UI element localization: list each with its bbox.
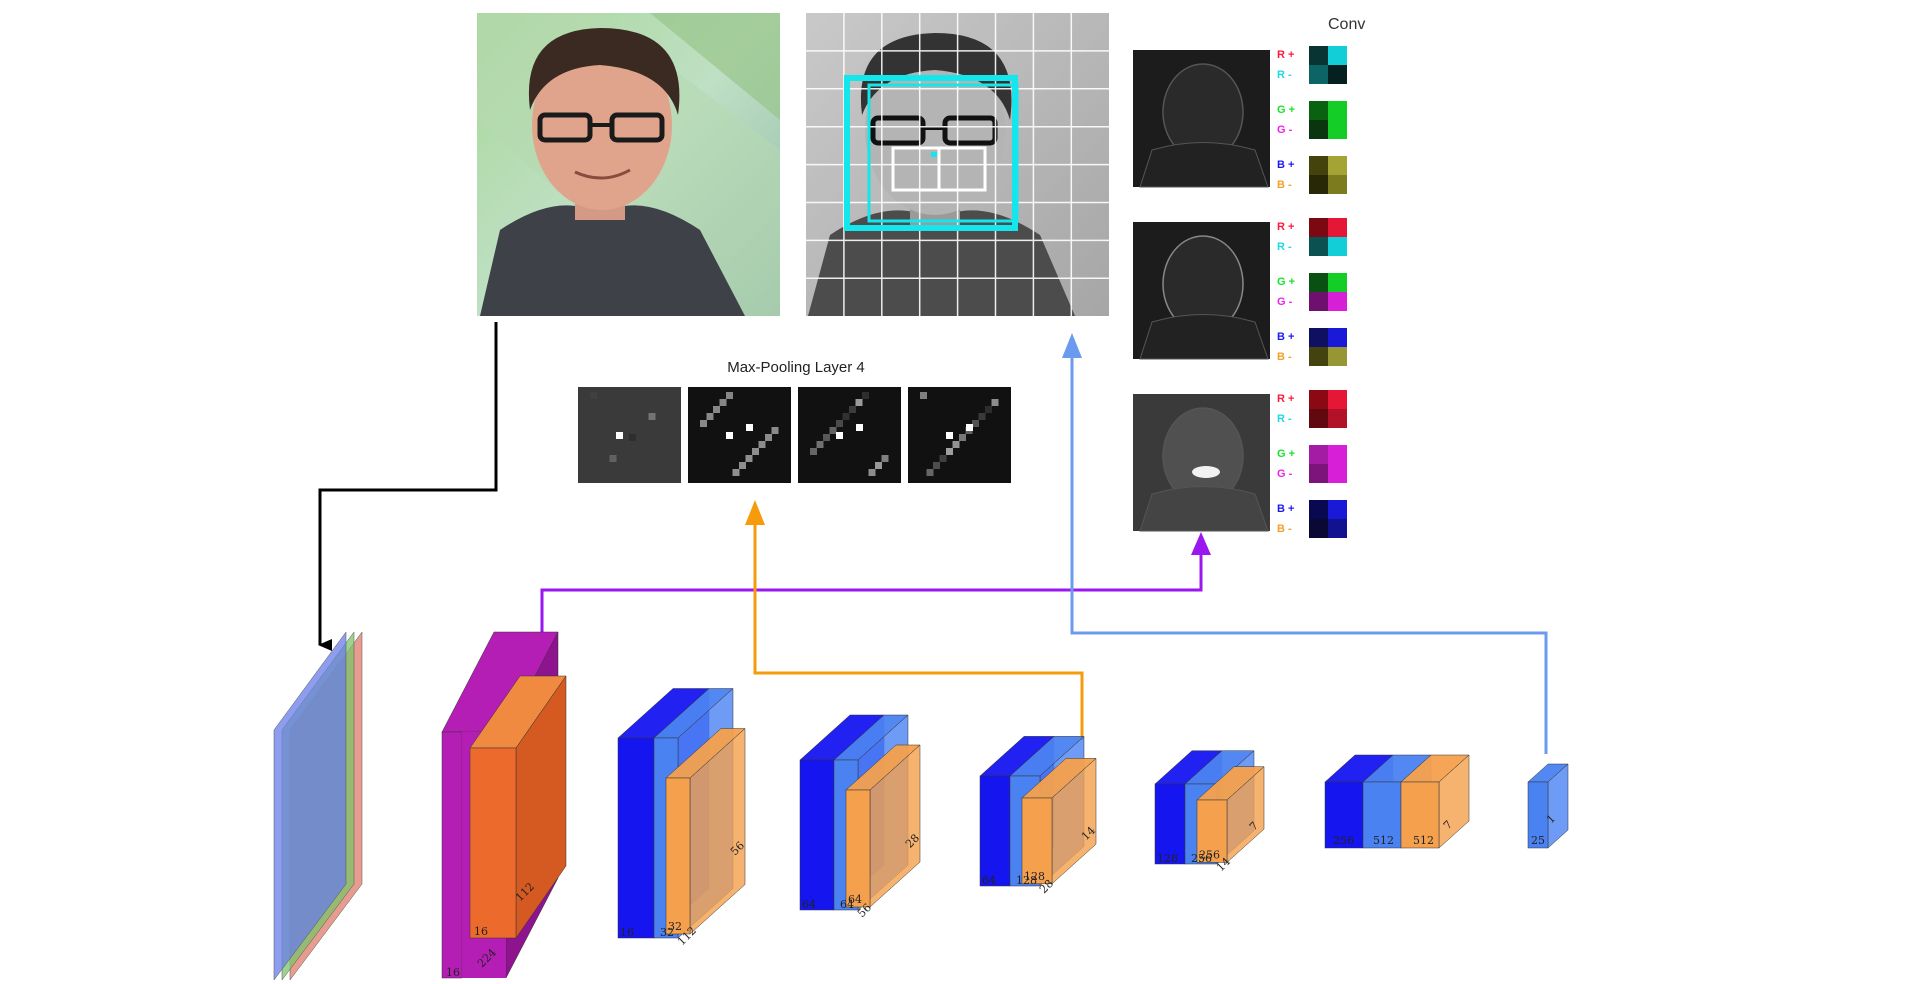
conv-row-1: R + R - G + G - B + B - xyxy=(1133,46,1347,194)
dimension-label: 32 xyxy=(668,920,682,933)
block-output: 251 xyxy=(1527,763,1569,849)
channel-label: R - xyxy=(1277,69,1292,81)
dimension-label: 64 xyxy=(802,898,816,911)
dimension-label: 16 xyxy=(620,926,634,939)
dimension-label: 128 xyxy=(1016,874,1037,887)
channel-label: G - xyxy=(1277,296,1293,308)
conv-row-2: R + R - G + G - B + B - xyxy=(1133,218,1347,366)
dimension-label: 32 xyxy=(660,926,674,939)
maxpool-panel: Max-Pooling Layer 4 xyxy=(578,359,1011,483)
dimension-label: 64 xyxy=(982,874,996,887)
dimension-label: 64 xyxy=(840,898,854,911)
dimension-label: 512 xyxy=(1373,834,1394,847)
arrow-conv1 xyxy=(540,540,1203,632)
channel-label: G + xyxy=(1277,276,1295,288)
dimension-label: 16 xyxy=(446,966,460,979)
arrow-output xyxy=(1070,345,1548,754)
arrow-pool4 xyxy=(753,512,1084,740)
dimension-label: 64 xyxy=(848,893,862,906)
conv-title: Conv xyxy=(1328,16,1365,33)
maxpool-map-2 xyxy=(688,387,791,483)
channel-label: B - xyxy=(1277,523,1292,535)
arrow-input xyxy=(318,322,498,651)
channel-label: B - xyxy=(1277,179,1292,191)
dimension-label: 128 xyxy=(1157,852,1178,865)
maxpool-map-1 xyxy=(578,387,681,483)
input-rgb-stack xyxy=(273,631,363,981)
channel-label: R + xyxy=(1277,221,1294,233)
maxpool-map-3 xyxy=(798,387,901,483)
dimension-label: 25 xyxy=(1531,834,1545,847)
dimension-label: 16 xyxy=(474,925,488,938)
channel-label: G + xyxy=(1277,104,1295,116)
dimension-label: 256 xyxy=(1333,834,1354,847)
fc-layer xyxy=(1527,763,1569,849)
pool-layer xyxy=(1400,754,1470,849)
conv-filter-panel: Conv R + R - G + G - B + B - R + R - G + G - B + B … xyxy=(1133,16,1365,538)
conv-row-3: R + R - G + G - B + B - xyxy=(1133,390,1347,538)
dimension-label: 128 xyxy=(1024,870,1045,883)
channel-label: R + xyxy=(1277,393,1294,405)
channel-label: G + xyxy=(1277,448,1295,460)
channel-label: B + xyxy=(1277,503,1294,515)
dimension-label: 256 xyxy=(1191,852,1212,865)
channel-label: R - xyxy=(1277,241,1292,253)
pool-layer xyxy=(845,744,921,908)
dimension-label: 256 xyxy=(1199,848,1220,861)
receptive-field-image xyxy=(806,13,1109,316)
maxpool-title: Max-Pooling Layer 4 xyxy=(727,359,865,376)
channel-label: R + xyxy=(1277,49,1294,61)
pool-layer xyxy=(1021,757,1097,885)
input-portrait-image xyxy=(477,13,780,316)
channel-label: R - xyxy=(1277,413,1292,425)
pool-layer xyxy=(1196,766,1265,863)
channel-label: B + xyxy=(1277,159,1294,171)
pool-layer xyxy=(665,727,746,935)
arrows xyxy=(318,322,1548,754)
dimension-label: 512 xyxy=(1413,834,1434,847)
channel-label: G - xyxy=(1277,468,1293,480)
maxpool-map-4 xyxy=(908,387,1011,483)
channel-label: G - xyxy=(1277,124,1293,136)
channel-label: B + xyxy=(1277,331,1294,343)
channel-label: B - xyxy=(1277,351,1292,363)
